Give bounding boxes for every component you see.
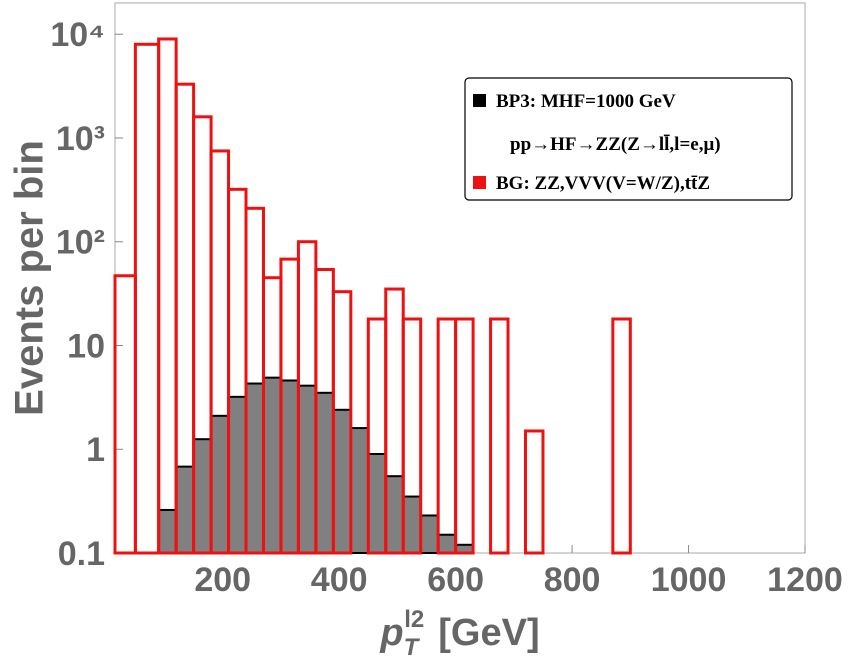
histogram-bar bbox=[454, 317, 475, 555]
histogram-bar bbox=[489, 317, 510, 555]
x-label-symbol: p bbox=[379, 612, 403, 654]
histogram-bar bbox=[314, 391, 335, 555]
histogram-bar bbox=[349, 427, 370, 554]
x-tick-label: 1000 bbox=[651, 561, 727, 599]
histogram-bar bbox=[245, 382, 265, 554]
histogram-bar bbox=[611, 317, 632, 555]
x-tick-label: 200 bbox=[194, 561, 251, 599]
legend-swatch bbox=[473, 176, 486, 189]
histogram-bar bbox=[133, 42, 161, 555]
x-tick-label: 600 bbox=[427, 561, 484, 599]
x-tick-label: 1200 bbox=[767, 561, 843, 599]
histogram-bar bbox=[524, 429, 545, 555]
histogram-bar bbox=[367, 452, 387, 555]
legend-swatch bbox=[473, 94, 486, 107]
histogram-bar bbox=[436, 317, 458, 555]
histogram-bar bbox=[419, 514, 440, 554]
histogram-bar bbox=[279, 379, 300, 554]
y-axis-label: Events per bin bbox=[8, 140, 52, 416]
legend-label: BP3: MHF=1000 GeV bbox=[496, 91, 676, 112]
histogram-bar bbox=[384, 475, 405, 555]
histogram-bar bbox=[437, 533, 457, 554]
legend: BP3: MHF=1000 GeV pp→HF→ZZ(Z→ll̄,l=e,μ) BG… bbox=[464, 77, 793, 201]
histogram-bar bbox=[332, 408, 352, 555]
histogram-bar bbox=[113, 274, 137, 555]
histogram-bar bbox=[402, 495, 422, 555]
histogram-bar bbox=[157, 508, 178, 555]
x-tick-label: 800 bbox=[544, 561, 601, 599]
y-tick-label: 10³ bbox=[56, 120, 105, 158]
histogram-bar bbox=[175, 465, 195, 555]
x-axis-label: pTl2 [GeV] bbox=[379, 606, 539, 658]
y-tick-label: 0.1 bbox=[58, 535, 105, 573]
y-tick-label: 10² bbox=[56, 224, 105, 262]
histogram-bar bbox=[157, 37, 178, 555]
histogram-bar bbox=[210, 414, 230, 554]
legend-label: BG: ZZ,VVV(V=W/Z),tt̄Z bbox=[496, 173, 710, 194]
y-tick-label: 1 bbox=[86, 431, 105, 469]
histogram-bar bbox=[401, 317, 423, 555]
legend-label-line2: pp→HF→ZZ(Z→ll̄,l=e,μ) bbox=[510, 133, 721, 155]
x-label-sup: l2 bbox=[404, 606, 424, 633]
y-tick-label: 10⁴ bbox=[50, 16, 105, 54]
y-tick-label: 10 bbox=[67, 327, 105, 365]
histogram-bar bbox=[227, 395, 248, 554]
histogram-bar bbox=[297, 384, 317, 554]
histogram-bar bbox=[192, 438, 213, 554]
histogram-bar bbox=[331, 290, 353, 555]
histogram-bar bbox=[262, 376, 282, 555]
x-label-sub: T bbox=[404, 634, 421, 658]
legend-box bbox=[464, 77, 793, 201]
x-tick-label: 400 bbox=[311, 561, 368, 599]
x-label-unit: [GeV] bbox=[438, 612, 539, 654]
